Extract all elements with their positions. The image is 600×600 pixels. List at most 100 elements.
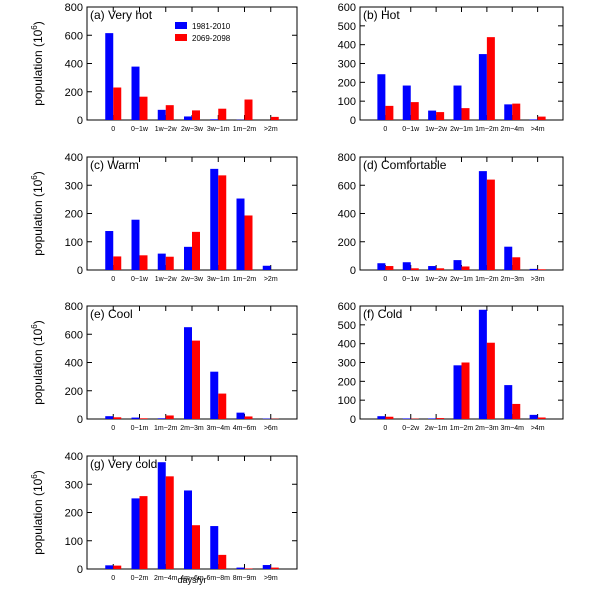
bar-1981-2010 xyxy=(428,110,437,120)
bar-2069-2098 xyxy=(113,87,122,120)
xtick-label: >4m xyxy=(531,126,545,133)
y-axis-label: population (106) xyxy=(30,171,45,256)
xtick-label: 3w~1m xyxy=(207,276,230,283)
xtick-label: 0~1m xyxy=(131,425,149,432)
xtick-label: 2m~4m xyxy=(500,126,524,133)
bar-1981-2010 xyxy=(236,567,245,569)
xtick-label: 1m~2m xyxy=(475,126,499,133)
bar-1981-2010 xyxy=(377,416,386,419)
xtick-label: 2w~3w xyxy=(181,126,204,133)
y-axis-label-suffix: ) xyxy=(31,171,45,175)
bar-1981-2010 xyxy=(529,119,538,120)
xtick-label: 0 xyxy=(383,425,387,432)
ytick-label: 300 xyxy=(65,180,83,192)
legend-swatch xyxy=(175,34,187,41)
xtick-label: >9m xyxy=(264,575,278,582)
xtick-label: 2w~1m xyxy=(450,126,473,133)
bar-2069-2098 xyxy=(385,416,394,419)
xtick-label: 0~1w xyxy=(131,126,149,133)
ytick-label: 0 xyxy=(77,265,83,277)
ytick-label: 0 xyxy=(350,265,356,277)
xtick-label: 4m~6m xyxy=(233,425,257,432)
xtick-label: >2m xyxy=(264,276,278,283)
bar-1981-2010 xyxy=(453,85,462,120)
bar-1981-2010 xyxy=(131,417,140,419)
panel-title: (f) Cold xyxy=(363,307,402,321)
bar-1981-2010 xyxy=(453,260,462,270)
bar-1981-2010 xyxy=(402,85,411,120)
xtick-label: 6m~8m xyxy=(206,575,230,582)
ytick-label: 400 xyxy=(65,59,83,71)
bar-1981-2010 xyxy=(262,565,271,569)
xtick-label: 3w~1m xyxy=(207,126,230,133)
bar-2069-2098 xyxy=(512,103,521,120)
xtick-label: 1w~2w xyxy=(425,126,448,133)
ytick-label: 500 xyxy=(338,320,356,332)
ytick-label: 600 xyxy=(65,329,83,341)
bar-1981-2010 xyxy=(377,74,386,120)
xtick-label: 0~2w xyxy=(402,425,420,432)
bar-2069-2098 xyxy=(218,393,227,419)
bar-2069-2098 xyxy=(461,108,470,120)
bar-1981-2010 xyxy=(478,54,487,121)
ytick-label: 200 xyxy=(338,376,356,388)
ytick-label: 400 xyxy=(65,451,83,463)
x-axis-label: days/yr xyxy=(177,575,206,585)
ytick-label: 100 xyxy=(338,96,356,108)
bar-1981-2010 xyxy=(529,268,538,270)
ytick-label: 200 xyxy=(65,508,83,520)
xtick-label: 1m~2m xyxy=(450,425,474,432)
bar-1981-2010 xyxy=(105,416,114,419)
ytick-label: 600 xyxy=(65,30,83,42)
xtick-label: 2w~1m xyxy=(425,425,448,432)
xtick-label: 8m~9m xyxy=(233,575,257,582)
legend: 1981-2010 2069-2098 xyxy=(175,22,231,43)
y-axis-label-exponent: 6 xyxy=(30,25,39,30)
bar-2069-2098 xyxy=(218,108,227,120)
ytick-label: 600 xyxy=(338,180,356,192)
bar-2069-2098 xyxy=(165,256,174,270)
y-axis-label-prefix: population (10 xyxy=(31,29,45,105)
xtick-label: 2w~1m xyxy=(450,276,473,283)
bar-2069-2098 xyxy=(165,415,174,419)
bar-1981-2010 xyxy=(402,262,411,270)
panel-0: 0 200 400 600 800 0 0~1w 1w~2w 2w~3w 3w~1m 1m~2m >2… xyxy=(30,2,298,133)
bar-2069-2098 xyxy=(512,257,521,270)
panel-title: (c) Warm xyxy=(90,158,139,172)
bar-1981-2010 xyxy=(529,414,538,419)
bar-2069-2098 xyxy=(244,215,253,270)
y-axis-label-prefix: population (10 xyxy=(31,328,45,404)
bar-2069-2098 xyxy=(192,525,200,569)
bar-1981-2010 xyxy=(131,498,140,569)
panel-5: 0 100 200 300 400 500 600 0 0~2w 2w~1m 1m~2m 2m~3m 3… xyxy=(338,301,564,432)
ytick-label: 200 xyxy=(65,209,83,221)
plot-frame xyxy=(359,156,564,271)
bar-1981-2010 xyxy=(105,231,114,270)
bar-1981-2010 xyxy=(504,385,513,419)
bar-2069-2098 xyxy=(113,417,122,419)
ytick-label: 0 xyxy=(350,115,356,127)
bar-2069-2098 xyxy=(244,99,253,120)
bar-1981-2010 xyxy=(184,246,192,270)
ytick-label: 100 xyxy=(65,536,83,548)
xtick-label: 0 xyxy=(383,276,387,283)
bar-1981-2010 xyxy=(236,198,245,270)
y-axis-label-prefix: population (10 xyxy=(31,179,45,255)
bar-2069-2098 xyxy=(436,418,445,419)
xtick-label: 1m~2m xyxy=(233,276,257,283)
ytick-label: 200 xyxy=(338,237,356,249)
bar-2069-2098 xyxy=(385,266,394,270)
y-axis-label: population (106) xyxy=(30,21,45,106)
bar-1981-2010 xyxy=(504,104,513,120)
ytick-label: 400 xyxy=(338,40,356,52)
xtick-label: 0 xyxy=(383,126,387,133)
bar-2069-2098 xyxy=(139,96,148,120)
bar-2069-2098 xyxy=(244,568,253,569)
bar-1981-2010 xyxy=(210,371,219,419)
ytick-label: 400 xyxy=(65,358,83,370)
ytick-label: 200 xyxy=(65,386,83,398)
xtick-label: 0~1w xyxy=(402,276,420,283)
xtick-label: >6m xyxy=(264,425,278,432)
panel-title: (a) Very hot xyxy=(90,8,153,22)
